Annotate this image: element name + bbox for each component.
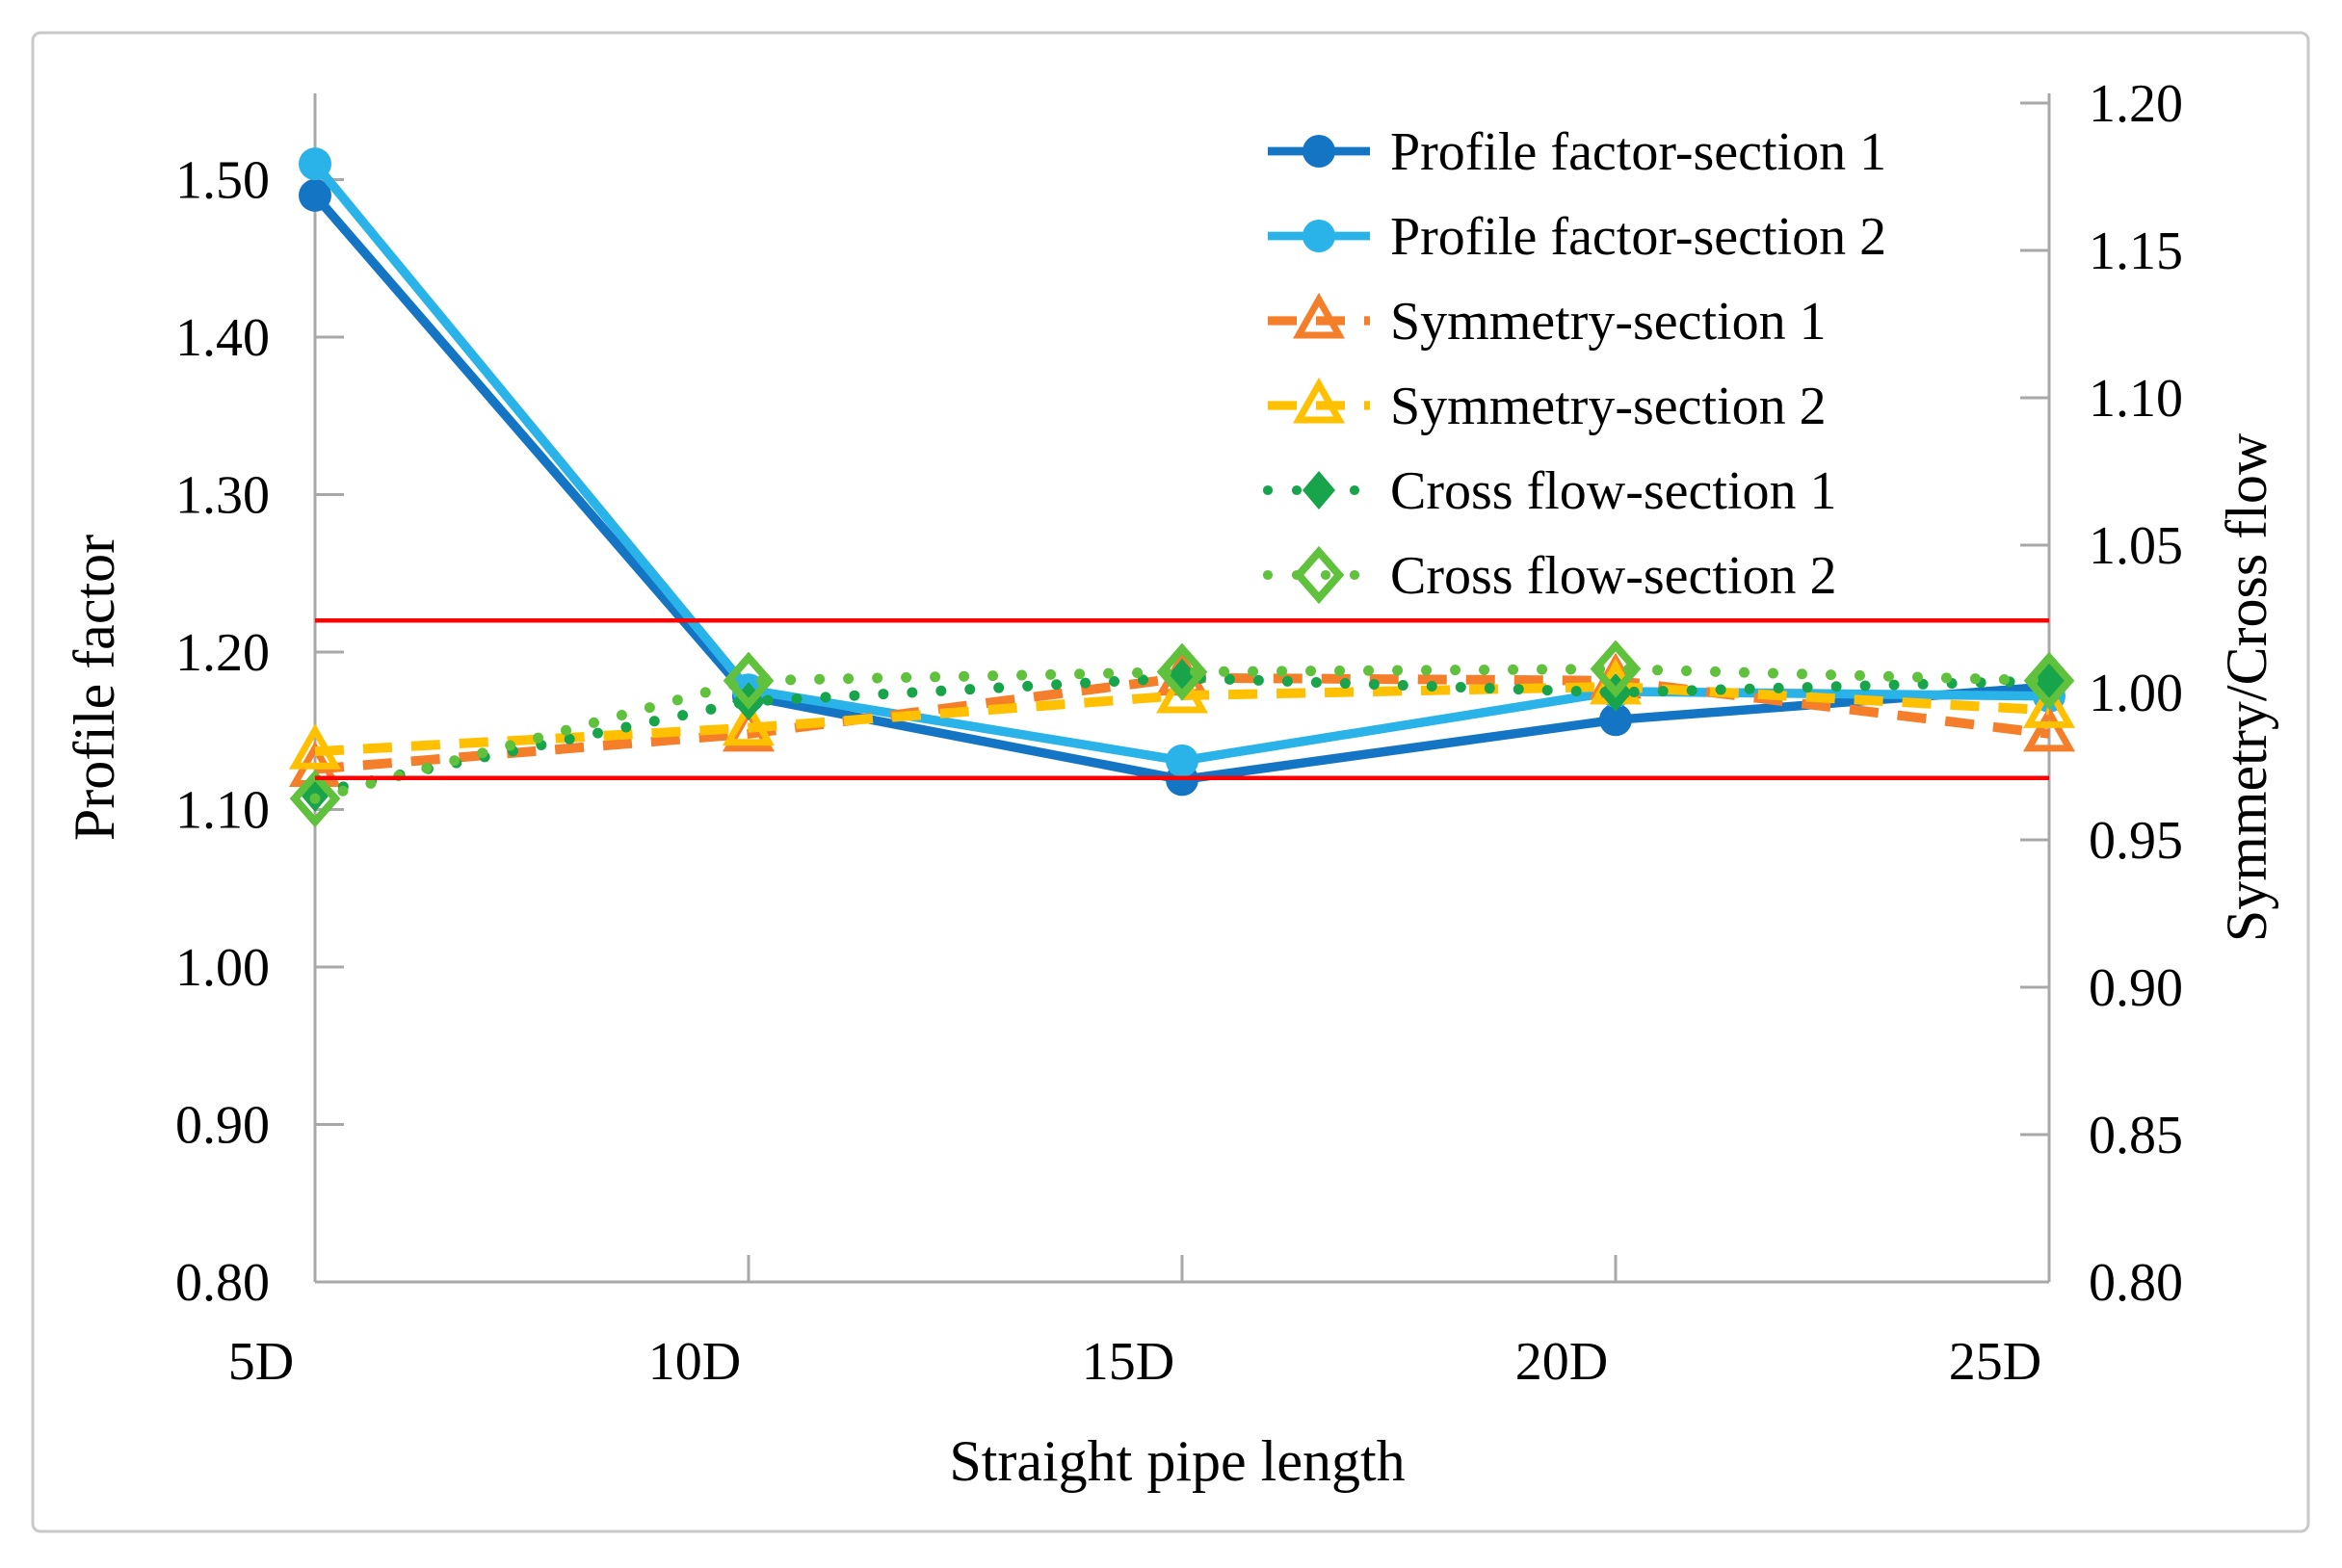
data-point-marker bbox=[299, 178, 331, 212]
legend-item-symmetry-section-2: Symmetry-section 2 bbox=[1268, 377, 1827, 436]
legend-label: Profile factor-section 2 bbox=[1390, 207, 1886, 267]
x-axis-tick-label: 25D bbox=[1949, 1332, 2041, 1392]
x-axis: 5D 10D 15D 20D 25D bbox=[228, 1255, 2041, 1392]
right-axis-tick-label: 0.80 bbox=[2089, 1253, 2183, 1313]
right-axis-tick-label: 1.10 bbox=[2089, 369, 2183, 429]
data-point-marker bbox=[1166, 744, 1198, 777]
left-axis-title: Profile factor bbox=[63, 535, 126, 841]
right-axis-title: Symmetry/Cross flow bbox=[2215, 432, 2278, 942]
right-axis-tick-label: 0.90 bbox=[2089, 958, 2183, 1018]
legend-item-cross-flow-section-2: Cross flow-section 2 bbox=[1262, 545, 1837, 606]
legend: Profile factor-section 1 Profile factor-s… bbox=[1262, 122, 1886, 606]
left-axis-tick-label: 1.40 bbox=[175, 308, 270, 368]
left-axis-tick-label: 1.20 bbox=[175, 623, 270, 683]
legend-label: Cross flow-section 1 bbox=[1390, 461, 1837, 521]
data-point-marker bbox=[1590, 640, 1642, 698]
right-axis-tick-label: 0.85 bbox=[2089, 1106, 2183, 1165]
figure-border bbox=[31, 31, 2310, 1533]
data-point-marker bbox=[2022, 705, 2076, 752]
data-point-marker bbox=[1303, 135, 1335, 168]
series-cross-flow-section-2 bbox=[289, 640, 2075, 828]
data-point-marker bbox=[1293, 545, 1345, 605]
x-axis-tick-label: 20D bbox=[1515, 1332, 1608, 1392]
right-axis: 0.80 0.85 0.90 0.95 1.00 1.05 1.10 1.15 1.20 bbox=[2020, 74, 2183, 1313]
right-axis-tick-label: 1.15 bbox=[2089, 222, 2183, 281]
data-point-marker bbox=[2023, 651, 2075, 710]
left-axis-tick-label: 0.80 bbox=[175, 1253, 270, 1313]
data-point-marker bbox=[1303, 220, 1335, 252]
legend-label: Cross flow-section 2 bbox=[1390, 546, 1837, 606]
legend-item-profile-factor-section-2: Profile factor-section 2 bbox=[1268, 207, 1886, 267]
data-point-marker bbox=[299, 147, 331, 181]
right-axis-tick-label: 0.95 bbox=[2089, 811, 2183, 871]
data-point-marker bbox=[1156, 642, 1208, 701]
right-axis-tick-label: 1.05 bbox=[2089, 516, 2183, 576]
legend-item-cross-flow-section-1: Cross flow-section 1 bbox=[1262, 461, 1837, 521]
data-point-marker bbox=[1292, 292, 1346, 339]
left-axis-tick-label: 0.90 bbox=[175, 1096, 270, 1156]
data-point-marker bbox=[1303, 471, 1335, 510]
x-axis-tick-label: 10D bbox=[648, 1332, 741, 1392]
x-axis-tick-label: 15D bbox=[1082, 1332, 1174, 1392]
data-point-marker bbox=[2022, 682, 2076, 728]
legend-label: Symmetry-section 1 bbox=[1390, 292, 1827, 352]
legend-item-profile-factor-section-1: Profile factor-section 1 bbox=[1268, 122, 1886, 182]
left-axis-tick-label: 1.30 bbox=[175, 466, 270, 526]
legend-item-symmetry-section-1: Symmetry-section 1 bbox=[1268, 292, 1827, 352]
left-axis-tick-label: 1.10 bbox=[175, 781, 270, 841]
left-axis-tick-label: 1.00 bbox=[175, 938, 270, 998]
data-point-marker bbox=[1292, 377, 1346, 424]
left-axis-tick-label: 1.50 bbox=[175, 151, 270, 211]
data-point-marker bbox=[1155, 666, 1209, 714]
data-point-marker bbox=[1599, 703, 1632, 737]
data-point-marker bbox=[288, 723, 342, 770]
x-axis-title: Straight pipe length bbox=[949, 1429, 1405, 1493]
x-axis-tick-label: 5D bbox=[228, 1332, 294, 1392]
data-point-marker bbox=[723, 651, 775, 710]
right-axis-tick-label: 1.20 bbox=[2089, 74, 2183, 134]
data-point-marker bbox=[289, 770, 341, 828]
data-point-marker bbox=[722, 699, 776, 746]
left-axis: 0.80 0.90 1.00 1.10 1.20 1.30 1.40 1.50 bbox=[175, 151, 344, 1313]
right-axis-tick-label: 1.00 bbox=[2089, 664, 2183, 723]
legend-label: Profile factor-section 1 bbox=[1390, 122, 1886, 182]
legend-label: Symmetry-section 2 bbox=[1390, 377, 1827, 436]
